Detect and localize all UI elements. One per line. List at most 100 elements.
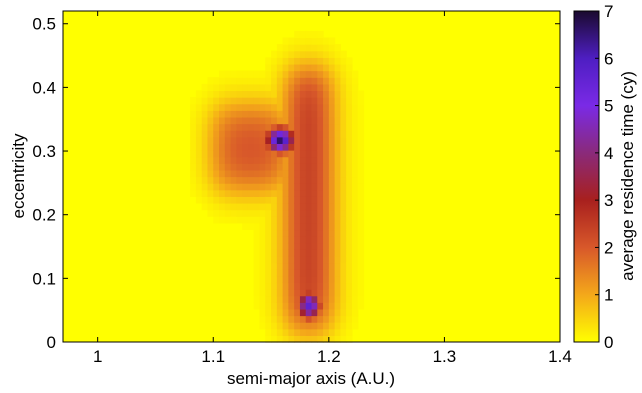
heatmap-cell (328, 116, 336, 125)
heatmap-cell (247, 196, 255, 204)
heatmap-cell (230, 169, 237, 178)
x-tick-label: 1.4 (548, 347, 572, 366)
heatmap-cell (247, 70, 255, 78)
heatmap-cell (253, 176, 261, 184)
heatmap-cell (219, 143, 226, 151)
heatmap-cell (282, 202, 289, 211)
heatmap-cell (334, 150, 341, 158)
heatmap-cell (230, 176, 237, 184)
heatmap-cell (236, 183, 243, 191)
heatmap-cell (282, 209, 289, 217)
heatmap-cell (219, 202, 226, 211)
heatmap-cell (299, 110, 307, 118)
heatmap-cell (323, 229, 330, 237)
heatmap-cell (224, 176, 232, 184)
heatmap-cell (311, 255, 318, 264)
heatmap-cell (311, 302, 318, 310)
heatmap-cell (265, 183, 272, 191)
heatmap-cell (351, 269, 359, 277)
heatmap-cell (276, 163, 284, 171)
heatmap-cell (334, 169, 341, 178)
heatmap-cell (282, 229, 289, 237)
heatmap-cell (328, 90, 336, 98)
heatmap-cell (276, 103, 284, 111)
heatmap-cell (305, 123, 313, 131)
heatmap-cell (351, 123, 359, 131)
heatmap-cell (271, 322, 278, 330)
heatmap-cell (299, 196, 307, 204)
heatmap-cell (224, 77, 232, 85)
heatmap-cell (305, 216, 313, 224)
heatmap-cell (346, 289, 353, 297)
heatmap-cell (346, 176, 353, 184)
heatmap-cell (282, 196, 289, 204)
heatmap-cell (346, 150, 353, 158)
heatmap-cell (317, 229, 324, 237)
heatmap-cell (328, 222, 336, 231)
heatmap-cell (305, 236, 313, 244)
heatmap-cell (351, 242, 359, 250)
heatmap-cell (242, 90, 249, 98)
heatmap-cell (224, 150, 232, 158)
heatmap-cell (253, 77, 261, 85)
heatmap-cell (271, 269, 278, 277)
heatmap-cell (351, 163, 359, 171)
heatmap-cell (282, 123, 289, 131)
heatmap-cell (242, 103, 249, 111)
heatmap-cell (351, 289, 359, 297)
heatmap-cell (357, 242, 365, 250)
heatmap-cell (195, 163, 203, 171)
heatmap-cell (334, 335, 341, 343)
heatmap-cell (259, 130, 266, 138)
heatmap-cell (305, 143, 313, 151)
heatmap-cell (276, 143, 284, 151)
heatmap-cell (247, 143, 255, 151)
heatmap-cell (311, 90, 318, 98)
heatmap-cell (259, 70, 266, 78)
heatmap-cell (230, 136, 237, 144)
heatmap-cell (311, 289, 318, 297)
heatmap-cell (195, 130, 203, 138)
heatmap-cell (253, 282, 261, 290)
heatmap-cell (236, 70, 243, 78)
heatmap-cell (294, 322, 301, 330)
heatmap-cell (317, 103, 324, 111)
heatmap-cell (230, 163, 237, 171)
heatmap-cell (288, 83, 295, 92)
heatmap-cell (328, 202, 336, 211)
heatmap-cell (340, 97, 347, 105)
heatmap-cell (207, 156, 214, 164)
heatmap-cell (213, 156, 220, 164)
heatmap-cell (346, 295, 353, 303)
heatmap-cell (282, 130, 289, 138)
heatmap-cell (265, 249, 272, 257)
heatmap-cell (328, 169, 336, 178)
heatmap-cell (259, 242, 266, 250)
heatmap-cell (265, 322, 272, 330)
heatmap-cell (317, 282, 324, 290)
heatmap-cell (213, 143, 220, 151)
heatmap-cell (288, 269, 295, 277)
heatmap-cell (294, 328, 301, 336)
heatmap-cell (276, 77, 284, 85)
heatmap-cell (299, 269, 307, 277)
heatmap-cell (236, 77, 243, 85)
heatmap-cell (201, 136, 209, 144)
heatmap-cell (201, 123, 209, 131)
heatmap-cell (213, 136, 220, 144)
heatmap-cell (224, 116, 232, 125)
heatmap-cell (328, 130, 336, 138)
heatmap-cell (323, 163, 330, 171)
heatmap-cell (340, 242, 347, 250)
heatmap-cell (265, 315, 272, 323)
heatmap-cell (294, 70, 301, 78)
heatmap-cell (276, 123, 284, 131)
heatmap-cell (276, 50, 284, 58)
heatmap-cell (294, 63, 301, 72)
heatmap-cell (305, 63, 313, 72)
heatmap-cell (299, 63, 307, 72)
heatmap-cell (276, 282, 284, 290)
heatmap-cell (265, 229, 272, 237)
heatmap-cell (340, 229, 347, 237)
heatmap-cell (224, 196, 232, 204)
